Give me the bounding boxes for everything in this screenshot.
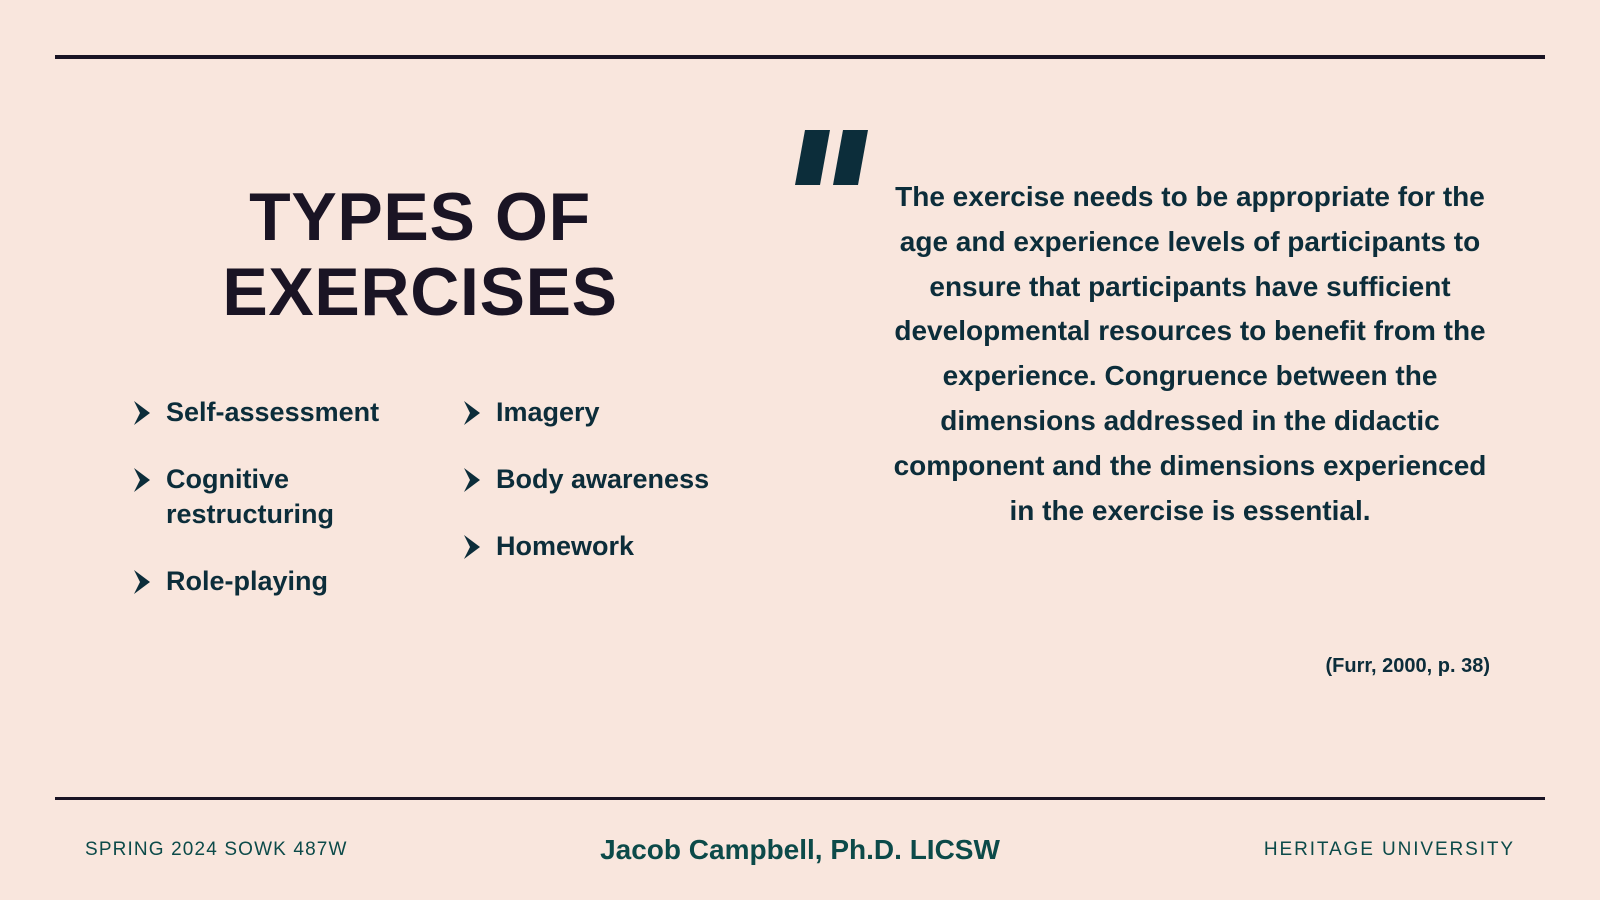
footer-right: HERITAGE UNIVERSITY — [1264, 839, 1515, 861]
top-rule — [55, 55, 1545, 59]
chevron-right-icon — [460, 466, 484, 494]
footer-center: Jacob Campbell, Ph.D. LICSW — [600, 834, 1000, 866]
bullet-item: Homework — [460, 529, 750, 564]
quote-citation: (Furr, 2000, p. 38) — [890, 655, 1490, 678]
slide-title: TYPES OF EXERCISES — [130, 180, 710, 330]
bullet-label: Self-assessment — [166, 395, 379, 430]
quote-mark-icon — [795, 130, 875, 185]
bullet-item: Self-assessment — [130, 395, 420, 430]
bullet-label: Role-playing — [166, 564, 328, 599]
footer-left: SPRING 2024 SOWK 487W — [85, 839, 348, 861]
bullet-label: Cognitive restructuring — [166, 462, 420, 532]
bullets-container: Self-assessment Cognitive restructuring … — [130, 395, 750, 599]
chevron-right-icon — [130, 399, 154, 427]
chevron-right-icon — [130, 466, 154, 494]
quote-body: The exercise needs to be appropriate for… — [890, 175, 1490, 533]
bullets-col-1: Self-assessment Cognitive restructuring … — [130, 395, 420, 599]
bullets-col-2: Imagery Body awareness Homework — [460, 395, 750, 599]
chevron-right-icon — [460, 399, 484, 427]
slide-footer: SPRING 2024 SOWK 487W Jacob Campbell, Ph… — [0, 800, 1600, 900]
bullet-label: Imagery — [496, 395, 600, 430]
bullet-label: Homework — [496, 529, 634, 564]
bullet-item: Imagery — [460, 395, 750, 430]
bullet-label: Body awareness — [496, 462, 709, 497]
bullet-item: Role-playing — [130, 564, 420, 599]
bullet-item: Body awareness — [460, 462, 750, 497]
chevron-right-icon — [130, 568, 154, 596]
bullet-item: Cognitive restructuring — [130, 462, 420, 532]
chevron-right-icon — [460, 533, 484, 561]
